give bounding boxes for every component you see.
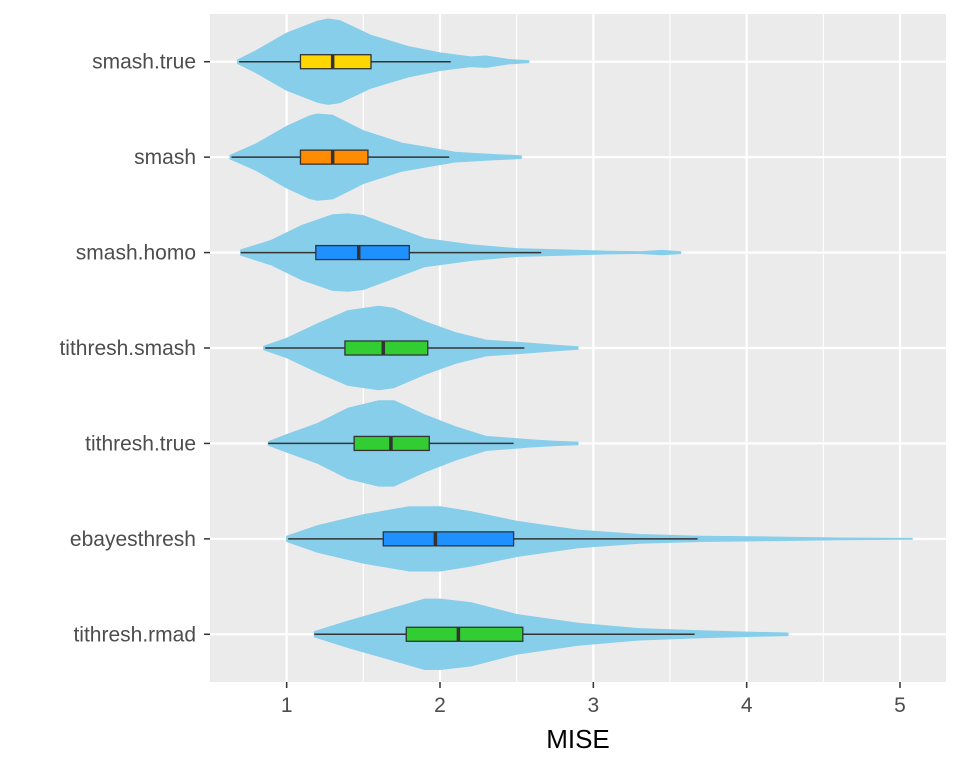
y-tick-label: smash.true (92, 51, 196, 74)
x-tick-label: 5 (894, 694, 906, 717)
x-axis: 1 2 3 4 5 (281, 682, 906, 717)
y-axis: smash.true smash smash.homo tithresh.smash t… (59, 51, 210, 646)
x-tick-label: 1 (281, 694, 293, 717)
y-tick-label: tithresh.true (85, 432, 196, 455)
x-tick-label: 2 (434, 694, 446, 717)
box-ebayesthresh (382, 531, 515, 547)
box-tithresh.rmad (405, 626, 524, 642)
box-smash.homo (315, 244, 410, 261)
x-axis-title: MISE (546, 724, 610, 754)
x-tick-label: 4 (741, 694, 753, 717)
x-tick-label: 3 (587, 694, 599, 717)
y-tick-label: tithresh.smash (59, 337, 196, 360)
y-tick-label: smash (134, 146, 196, 169)
box-smash.true (299, 54, 372, 70)
y-tick-label: tithresh.rmad (73, 623, 196, 646)
y-tick-label: smash.homo (76, 242, 196, 265)
boxes (231, 54, 698, 642)
y-tick-label: ebayesthresh (70, 528, 196, 551)
box-tithresh.smash (344, 340, 429, 356)
